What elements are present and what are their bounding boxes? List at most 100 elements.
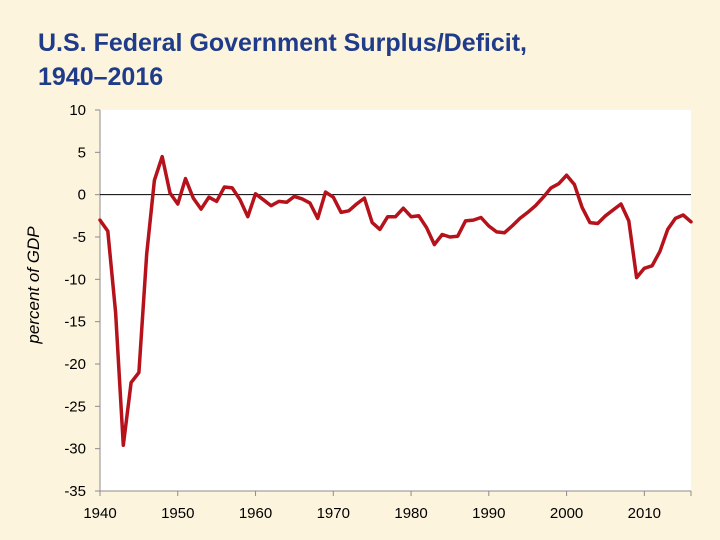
y-tick-label: -25	[64, 398, 86, 415]
x-tick-label: 2000	[550, 505, 583, 522]
data-point	[239, 198, 241, 201]
data-point	[309, 202, 311, 204]
data-point	[231, 187, 233, 189]
data-point	[379, 228, 381, 231]
data-point	[402, 207, 405, 209]
data-point	[464, 220, 467, 222]
data-point	[519, 217, 521, 220]
x-tick-label: 1950	[161, 505, 194, 522]
data-point	[534, 204, 537, 207]
data-point	[107, 230, 109, 232]
data-point	[270, 204, 272, 207]
data-point	[612, 209, 614, 211]
data-point	[340, 211, 342, 214]
y-tick-label: -5	[73, 229, 86, 246]
data-point	[433, 243, 436, 246]
data-point	[153, 179, 156, 182]
data-point	[386, 215, 389, 218]
x-tick-label: 1940	[83, 505, 116, 522]
y-tick-label: -30	[64, 441, 86, 458]
data-point	[324, 191, 327, 193]
data-point	[441, 233, 444, 236]
data-point	[643, 267, 646, 270]
y-tick-label: 5	[78, 144, 86, 161]
data-point	[495, 231, 498, 233]
data-point	[122, 444, 125, 447]
data-point	[301, 198, 304, 200]
data-point	[114, 311, 117, 314]
data-point	[410, 215, 412, 218]
data-point	[99, 219, 101, 221]
tick-labels: 10 5 0 -5 -10 -15 -20 -25 -30 -35 1940 1950 1960 1970…	[64, 102, 661, 522]
data-point	[371, 221, 374, 224]
data-point	[589, 221, 591, 224]
data-point	[418, 215, 420, 217]
data-point	[542, 196, 545, 198]
data-point	[581, 206, 583, 209]
data-point	[394, 215, 397, 218]
data-point	[254, 193, 257, 195]
data-point	[348, 210, 350, 212]
data-point	[511, 225, 513, 227]
x-tick-label: 1960	[239, 505, 272, 522]
data-point	[488, 225, 490, 227]
data-point	[596, 222, 599, 225]
data-point	[565, 174, 568, 176]
chart-title: U.S. Federal Government Surplus/Deficit,…	[38, 26, 527, 94]
data-point	[169, 192, 171, 194]
data-point	[682, 214, 684, 216]
data-point	[355, 203, 358, 205]
data-point	[666, 228, 669, 231]
y-tick-label: -20	[64, 356, 86, 373]
data-point	[628, 220, 630, 222]
data-point	[480, 216, 482, 219]
plot-area	[100, 110, 691, 491]
series-layer	[98, 154, 693, 448]
data-point	[425, 226, 428, 229]
data-point	[503, 232, 506, 234]
data-point	[208, 196, 210, 198]
data-point	[293, 195, 296, 198]
data-point	[223, 186, 226, 188]
data-point	[177, 203, 179, 205]
data-point	[674, 217, 677, 220]
data-point	[278, 200, 280, 203]
y-tick-label: -35	[64, 483, 86, 500]
data-point	[184, 177, 187, 180]
data-point	[285, 201, 288, 204]
x-tick-label: 1970	[317, 505, 350, 522]
data-point	[635, 276, 638, 279]
data-point	[262, 198, 265, 201]
data-point	[550, 187, 552, 189]
y-tick-label: 10	[69, 102, 86, 119]
data-point	[449, 236, 451, 238]
data-point	[651, 265, 653, 267]
data-point	[659, 250, 661, 253]
data-point	[130, 381, 132, 384]
data-point	[690, 221, 692, 223]
data-point	[145, 253, 148, 255]
chart-subtitle: 1940–2016	[38, 63, 164, 91]
data-point	[363, 197, 366, 199]
data-point	[316, 217, 319, 220]
axes	[95, 109, 692, 496]
data-point	[192, 197, 195, 199]
y-tick-label: 0	[78, 187, 86, 204]
x-tick-label: 1980	[394, 505, 427, 522]
data-point	[247, 215, 249, 218]
data-point	[604, 215, 607, 217]
data-point	[573, 183, 576, 186]
x-tick-label: 1990	[472, 505, 505, 522]
data-point	[526, 211, 529, 214]
data-point	[620, 203, 622, 205]
data-point	[558, 182, 560, 185]
data-point	[200, 208, 202, 210]
data-point	[332, 196, 335, 198]
x-tick-label: 2010	[628, 505, 661, 522]
data-point	[161, 155, 163, 158]
data-point	[215, 200, 218, 203]
data-point	[456, 235, 459, 237]
data-point	[472, 219, 475, 221]
y-tick-label: -15	[64, 314, 86, 331]
